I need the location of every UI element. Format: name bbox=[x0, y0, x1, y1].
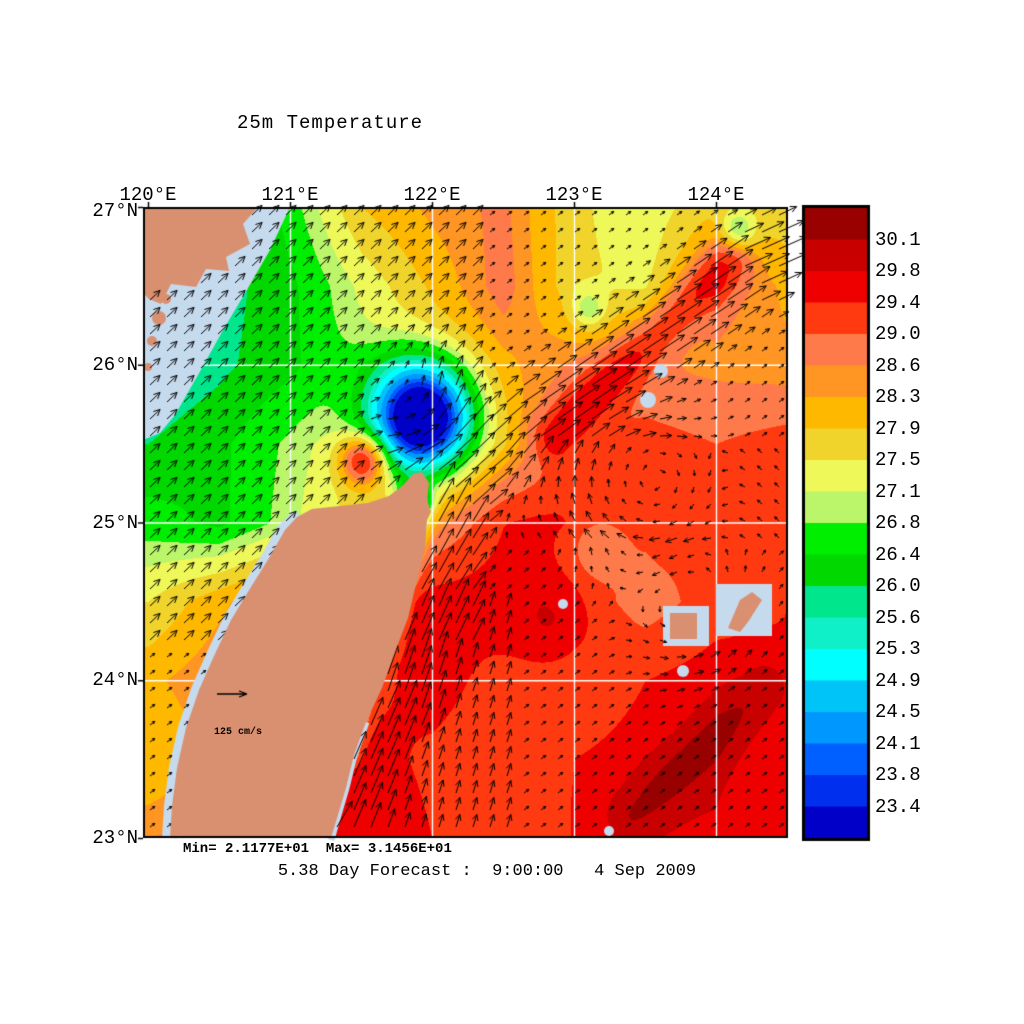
x-tick-label: 122°E bbox=[403, 184, 461, 206]
x-axis-tick-labels: 120°E 121°E 122°E 123°E 124°E bbox=[0, 184, 1024, 206]
colorbar-tick-label: 25.3 bbox=[875, 638, 921, 660]
chart-title: 25m Temperature bbox=[237, 112, 424, 134]
colorbar-tick-label: 27.1 bbox=[875, 480, 921, 503]
colorbar-tick-label: 23.4 bbox=[875, 795, 921, 818]
colorbar-tick-label: 27.5 bbox=[875, 449, 921, 471]
x-tick-label: 123°E bbox=[545, 184, 603, 206]
y-tick-label: 23°N bbox=[92, 827, 138, 849]
y-tick-label: 27°N bbox=[92, 200, 138, 222]
colorbar-tick-label: 25.6 bbox=[875, 606, 921, 629]
colorbar-tick-label: 27.9 bbox=[875, 417, 921, 440]
x-tick-label: 121°E bbox=[261, 184, 319, 206]
y-tick-label: 24°N bbox=[92, 669, 138, 692]
forecast-caption: 5.38 Day Forecast : 9:00:00 4 Sep 2009 bbox=[277, 862, 697, 881]
colorbar-tick-label: 30.1 bbox=[875, 228, 921, 251]
y-tick-label: 26°N bbox=[92, 353, 138, 376]
colorbar-tick-labels: 30.1 29.8 29.4 29.0 28.6 28.3 27.9 27.5 27.1 26.8… bbox=[875, 0, 995, 1024]
colorbar-tick-label: 26.0 bbox=[875, 575, 921, 597]
colorbar-tick-label: 26.8 bbox=[875, 512, 921, 534]
colorbar-tick-label: 29.4 bbox=[875, 291, 921, 314]
scale-arrow-label: 125 cm/s bbox=[213, 727, 263, 738]
x-tick-label: 120°E bbox=[119, 184, 177, 206]
y-tick-label: 25°N bbox=[92, 511, 138, 534]
y-axis-tick-labels: 27°N 26°N 25°N 24°N 23°N bbox=[0, 0, 138, 1024]
colorbar-tick-label: 23.8 bbox=[875, 764, 921, 786]
colorbar-tick-label: 28.6 bbox=[875, 354, 921, 377]
x-tick-label: 124°E bbox=[687, 184, 745, 206]
colorbar-tick-label: 29.0 bbox=[875, 323, 921, 345]
minmax-caption: Min= 2.1177E+01 Max= 3.1456E+01 bbox=[183, 841, 452, 857]
colorbar-tick-label: 26.4 bbox=[875, 543, 921, 566]
colorbar-tick-label: 24.1 bbox=[875, 732, 921, 755]
colorbar-tick-label: 24.9 bbox=[875, 669, 921, 692]
colorbar-tick-label: 28.3 bbox=[875, 386, 921, 408]
colorbar-tick-label: 29.8 bbox=[875, 260, 921, 282]
colorbar-tick-label: 24.5 bbox=[875, 701, 921, 723]
